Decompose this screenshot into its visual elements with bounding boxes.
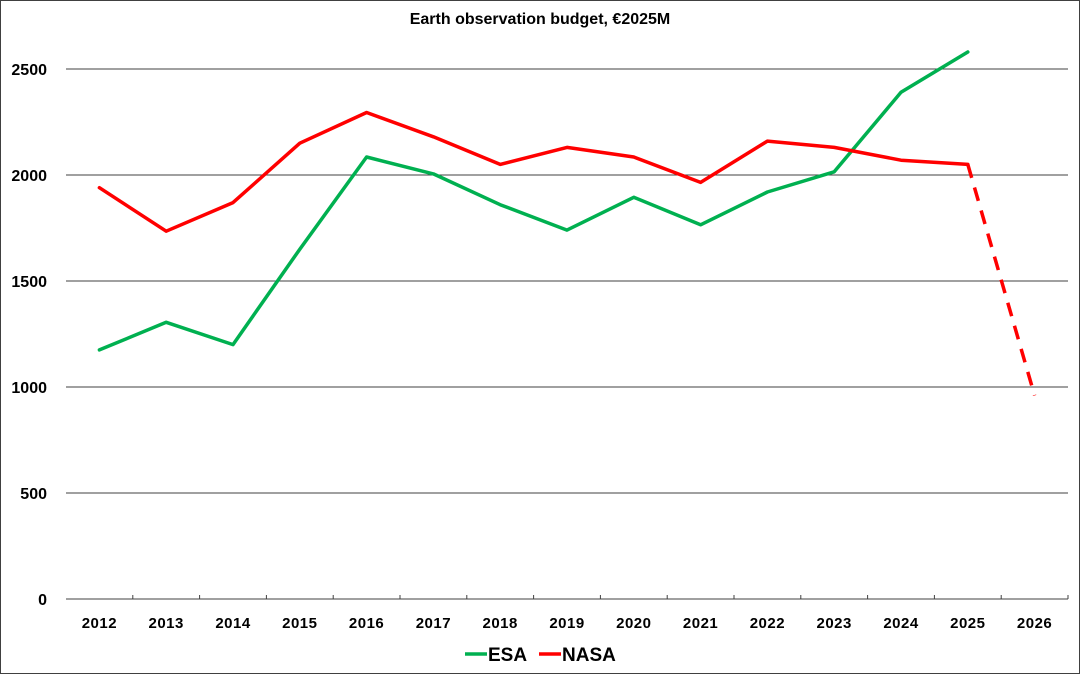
x-tick-label: 2018 bbox=[483, 615, 518, 632]
x-tick-label: 2024 bbox=[883, 615, 919, 632]
x-tick-label: 2017 bbox=[416, 615, 451, 632]
legend-item-nasa: NASA bbox=[539, 645, 616, 666]
series-line-nasa bbox=[97, 110, 970, 233]
y-tick-label: 1500 bbox=[11, 274, 47, 291]
x-tick-label: 2025 bbox=[950, 615, 985, 632]
x-tick-label: 2023 bbox=[817, 615, 852, 632]
series-line-nasa-projection bbox=[966, 163, 1037, 396]
x-tick-label: 2014 bbox=[215, 615, 251, 632]
x-tick-label: 2022 bbox=[750, 615, 785, 632]
legend-label: ESA bbox=[488, 645, 527, 666]
y-axis-ticks: 0 500 1000 1500 2000 2500 bbox=[11, 62, 47, 609]
series-esa bbox=[97, 50, 970, 352]
y-tick-label: 1000 bbox=[11, 380, 47, 397]
y-tick-label: 0 bbox=[38, 592, 47, 609]
x-tick-label: 2021 bbox=[683, 615, 718, 632]
series-line-esa bbox=[97, 50, 970, 352]
x-tick-label: 2020 bbox=[616, 615, 651, 632]
legend-label: NASA bbox=[562, 645, 616, 666]
x-tick-label: 2019 bbox=[549, 615, 584, 632]
gridlines bbox=[66, 68, 1068, 494]
y-tick-label: 2000 bbox=[11, 168, 47, 185]
x-tick-label: 2015 bbox=[282, 615, 317, 632]
x-tick-label: 2012 bbox=[82, 615, 117, 632]
x-axis: 2012 2013 2014 2015 2016 2017 2018 2019 2020 2021… bbox=[66, 595, 1069, 632]
legend-item-esa: ESA bbox=[465, 645, 527, 666]
legend: ESA NASA bbox=[465, 645, 616, 666]
x-tick-label: 2026 bbox=[1017, 615, 1052, 632]
series-nasa bbox=[97, 110, 1037, 396]
chart-title: Earth observation budget, €2025M bbox=[410, 11, 671, 28]
series-lines bbox=[97, 50, 1037, 396]
y-tick-label: 500 bbox=[20, 486, 47, 503]
y-tick-label: 2500 bbox=[11, 62, 47, 79]
x-tick-label: 2013 bbox=[149, 615, 184, 632]
x-tick-label: 2016 bbox=[349, 615, 384, 632]
